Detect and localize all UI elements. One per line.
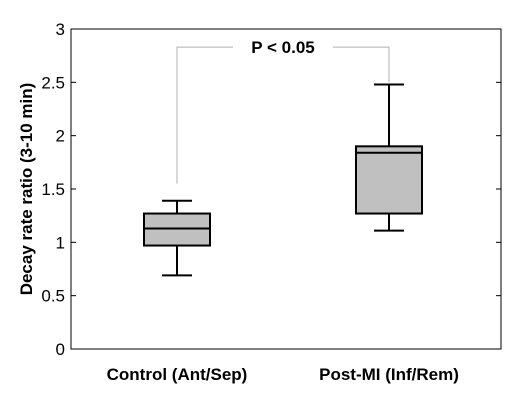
y-ticks: 0 0.5 1 1.5 2 2.5 3 — [41, 20, 501, 359]
y-tick-label: 2 — [56, 127, 65, 146]
box-group — [143, 199, 211, 277]
bracket-left — [176, 46, 233, 184]
y-tick-label: 0 — [56, 340, 65, 359]
p-value-label: P < 0.05 — [251, 38, 315, 57]
iqr-box — [355, 145, 423, 215]
boxes — [143, 83, 423, 277]
x-category-label: Post-MI (Inf/Rem) — [319, 365, 459, 384]
y-tick-label: 3 — [56, 20, 65, 39]
y-axis-title: Decay rate ratio (3-10 min) — [17, 83, 36, 296]
x-category-label: Control (Ant/Sep) — [107, 365, 248, 384]
y-tick-label: 1.5 — [41, 180, 65, 199]
y-tick-label: 0.5 — [41, 287, 65, 306]
plot-frame — [70, 28, 502, 350]
iqr-box — [143, 212, 211, 247]
significance-annotation: P < 0.05 — [176, 38, 390, 184]
bracket-right — [333, 46, 390, 83]
y-tick-label: 2.5 — [41, 73, 65, 92]
box-group — [355, 83, 423, 232]
x-category-labels: Control (Ant/Sep) Post-MI (Inf/Rem) — [107, 365, 459, 384]
y-tick-label: 1 — [56, 233, 65, 252]
